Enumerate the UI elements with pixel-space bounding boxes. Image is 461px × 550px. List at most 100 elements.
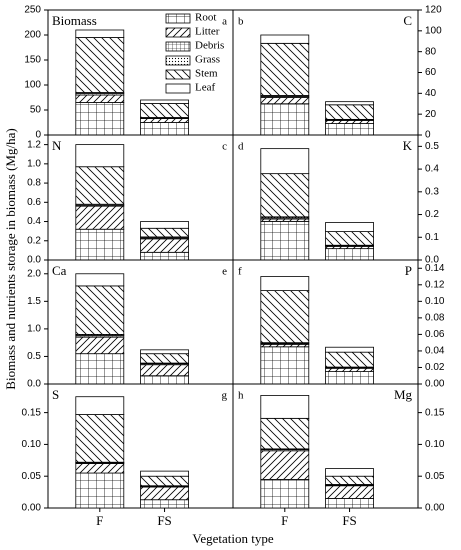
y-tick-label: 0.0: [425, 255, 439, 266]
bar-segment: [260, 346, 310, 385]
y-tick-label: 0.5: [425, 141, 439, 152]
bar-segment: [140, 227, 189, 238]
panel-tag: f: [238, 266, 242, 278]
y-tick-label: 0.8: [27, 178, 41, 189]
legend-label: Stem: [195, 68, 218, 80]
bar-segment: [75, 205, 125, 230]
y-tick-label: 100: [24, 80, 41, 91]
bar-segment: [260, 97, 310, 105]
bar-segment: [260, 173, 310, 218]
bar-segment: [75, 144, 125, 168]
y-tick-label: 0.0: [27, 255, 41, 266]
y-tick-label: 0.00: [425, 503, 445, 514]
bar-segment: [140, 99, 189, 104]
bar-segment: [75, 414, 125, 463]
y-tick-label: 150: [24, 55, 41, 66]
panel-title: C: [403, 13, 412, 28]
y-tick-label: 120: [425, 5, 442, 16]
y-tick-label: 0.00: [425, 379, 445, 390]
legend-swatch: [165, 41, 191, 52]
panel-tag: b: [238, 16, 244, 28]
y-tick-label: 0.08: [425, 313, 445, 324]
panel-title: P: [405, 263, 412, 278]
y-tick-label: 40: [425, 88, 437, 99]
bar-segment: [325, 498, 374, 509]
bar-segment: [325, 367, 374, 373]
bar-segment: [325, 248, 374, 261]
bar-segment: [140, 118, 189, 123]
bar-segment: [325, 222, 374, 232]
bar-segment: [260, 220, 310, 261]
bar-segment: [140, 103, 189, 118]
y-tick-label: 20: [425, 109, 437, 120]
y-tick-label: 0.5: [27, 351, 41, 362]
y-tick-label: 0.3: [425, 186, 439, 197]
y-tick-label: 0.12: [425, 279, 445, 290]
y-tick-label: 80: [425, 46, 437, 57]
bar-segment: [260, 276, 310, 291]
y-tick-label: 0.04: [425, 346, 445, 357]
bar-segment: [325, 231, 374, 246]
y-tick-label: 0.15: [22, 407, 42, 418]
y-tick-label: 0.10: [425, 439, 445, 450]
bar-segment: [325, 485, 374, 499]
bar-segment: [325, 104, 374, 120]
bar-segment: [260, 395, 310, 419]
x-tick-label: FS: [342, 513, 356, 528]
panel-tag: a: [222, 16, 227, 28]
bar-segment: [75, 29, 125, 38]
bar-segment: [260, 42, 310, 96]
y-tick-label: 0.06: [425, 329, 445, 340]
bar-segment: [140, 251, 189, 261]
legend-swatch: [165, 27, 191, 38]
bar-segment: [140, 221, 189, 229]
x-tick-label: FS: [157, 513, 171, 528]
legend-swatch: [165, 55, 191, 66]
panel-tag: h: [238, 390, 244, 402]
panel-tag: g: [222, 390, 228, 402]
x-axis-label: Vegetation type: [192, 531, 273, 546]
bar-segment: [260, 290, 310, 344]
bar-segment: [325, 351, 374, 368]
y-tick-label: 50: [30, 105, 42, 116]
legend-swatch: [165, 83, 191, 94]
y-axis-label: Biomass and nutrients storage in biomass…: [3, 128, 18, 389]
y-tick-label: 200: [24, 30, 41, 41]
y-tick-label: 250: [24, 5, 41, 16]
panel-title: K: [403, 138, 413, 153]
bar-segment: [260, 34, 310, 44]
y-tick-label: 0.14: [425, 263, 445, 274]
y-tick-label: 0.6: [27, 197, 41, 208]
y-tick-label: 0.10: [425, 296, 445, 307]
panel-tag: e: [222, 266, 227, 278]
bar-segment: [140, 238, 189, 253]
bar-segment: [75, 273, 125, 287]
y-tick-label: 0.00: [22, 503, 42, 514]
y-tick-label: 0: [35, 130, 41, 141]
bar-segment: [75, 285, 125, 335]
y-tick-label: 1.5: [27, 296, 41, 307]
y-tick-label: 100: [425, 25, 442, 36]
y-tick-label: 0.2: [425, 209, 439, 220]
bar-segment: [260, 148, 310, 175]
x-tick-label: F: [281, 513, 288, 528]
panel-title: Ca: [52, 263, 67, 278]
y-tick-label: 2.0: [27, 268, 41, 279]
bar-segment: [75, 396, 125, 415]
y-tick-label: 1.2: [27, 139, 41, 150]
bar-segment: [260, 450, 310, 480]
y-tick-label: 0.02: [425, 362, 445, 373]
bar-segment: [75, 353, 125, 385]
bar-segment: [140, 122, 189, 136]
panel-tag: d: [238, 141, 244, 153]
bar-segment: [75, 94, 125, 103]
bar-segment: [75, 463, 125, 474]
y-tick-label: 0.4: [425, 164, 439, 175]
bar-segment: [140, 475, 189, 487]
bar-segment: [140, 470, 189, 477]
legend-label: Debris: [195, 40, 224, 52]
panel-title: Mg: [394, 387, 413, 402]
legend-label: Leaf: [195, 82, 215, 94]
